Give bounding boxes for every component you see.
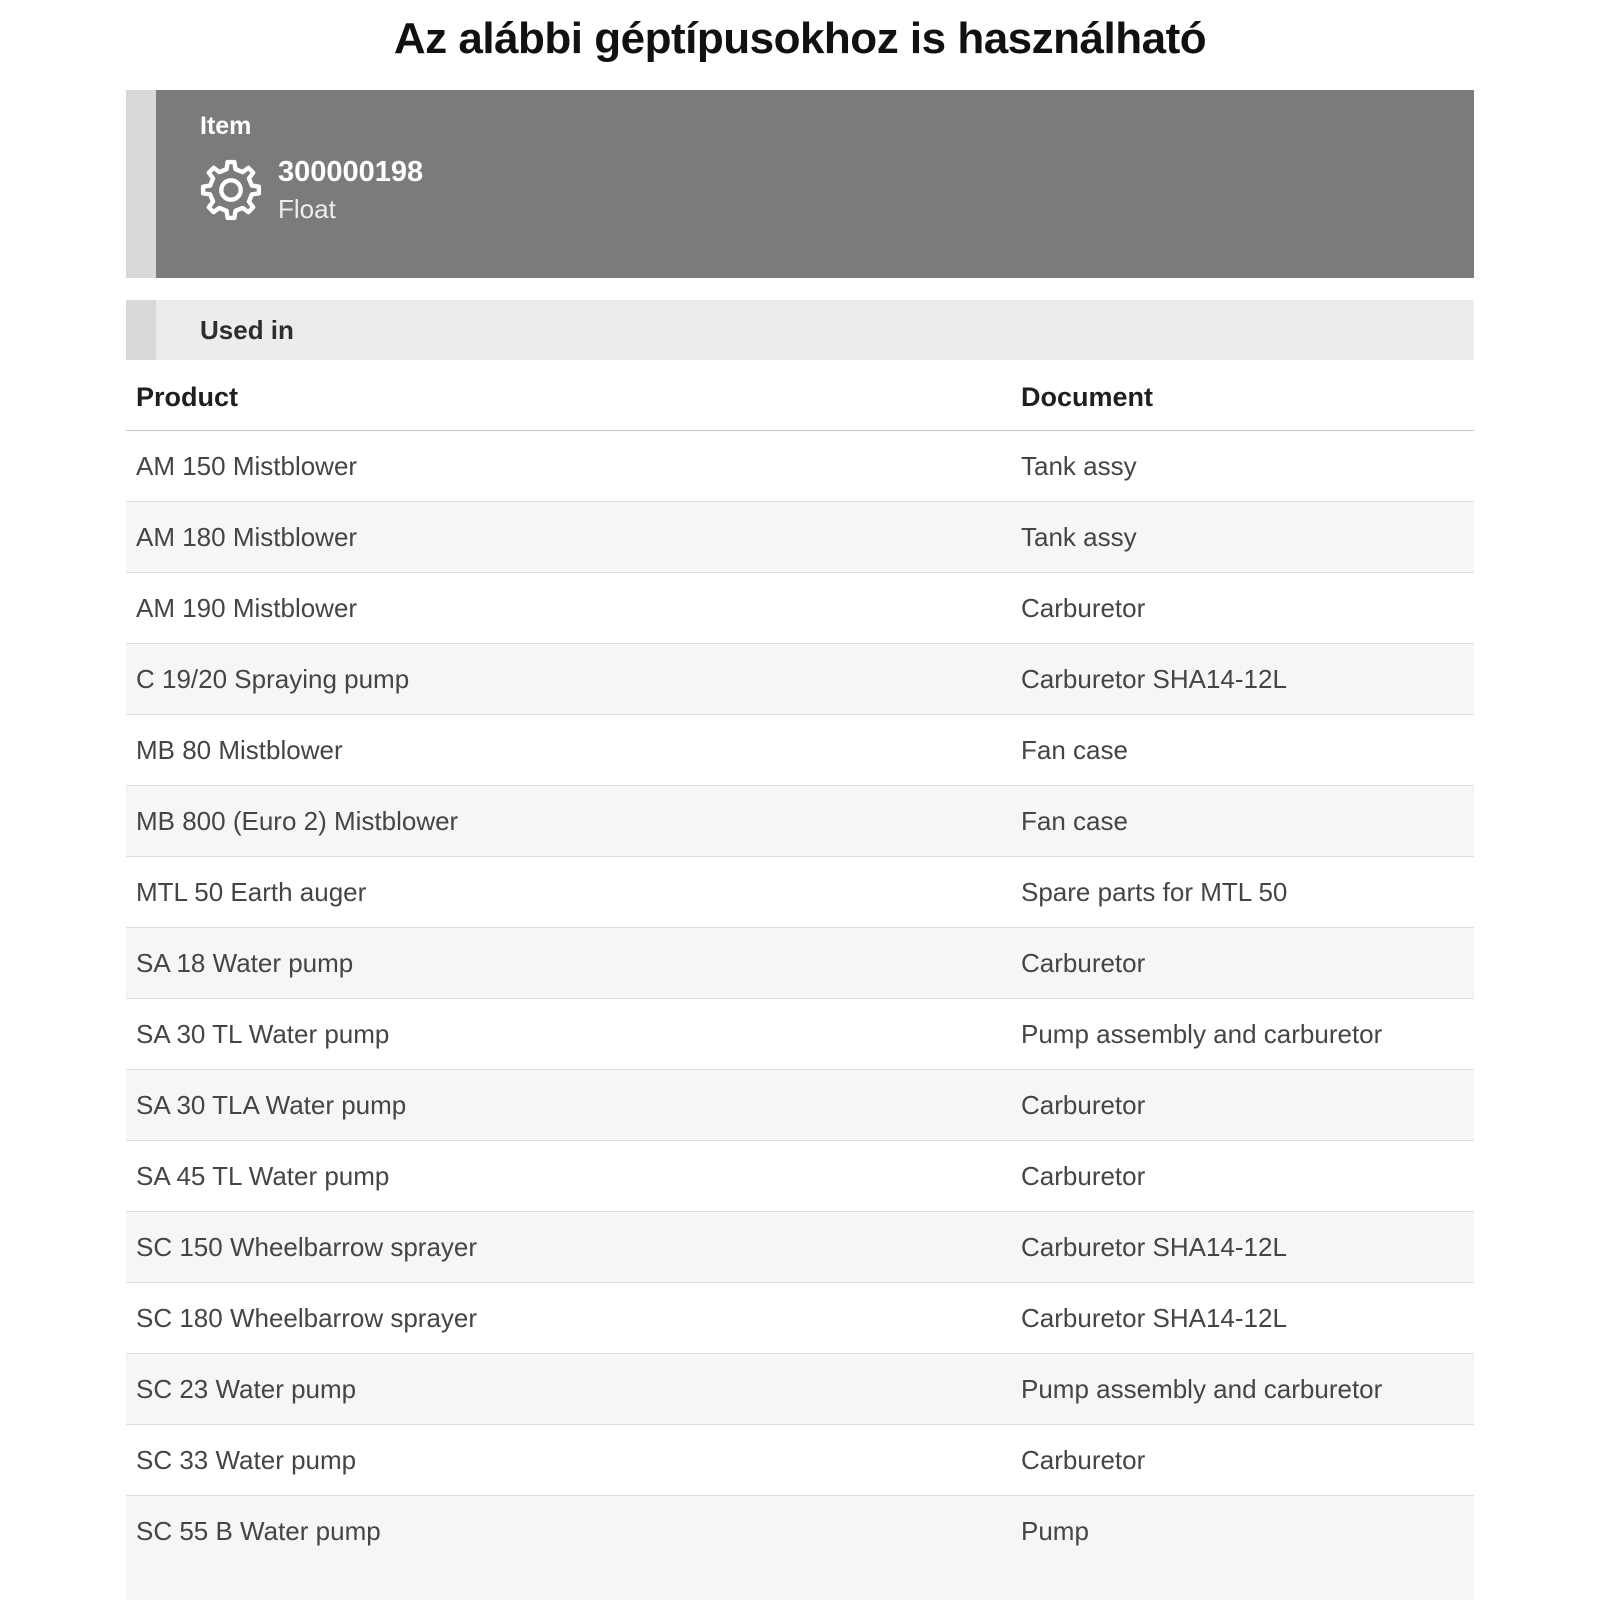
table-row: SC 180 Wheelbarrow sprayer Carburetor SHA…: [126, 1282, 1474, 1354]
table-row: MTL 50 Earth auger Spare parts for MTL 50: [126, 856, 1474, 928]
product-cell: MB 800 (Euro 2) Mistblower: [126, 785, 1011, 857]
product-cell: SA 30 TLA Water pump: [126, 1069, 1011, 1141]
product-cell: MB 80 Mistblower: [126, 714, 1011, 786]
table-row: SC 150 Wheelbarrow sprayer Carburetor SHA…: [126, 1211, 1474, 1283]
table-row: SA 18 Water pump Carburetor: [126, 927, 1474, 999]
column-header-document: Document: [1011, 366, 1474, 431]
item-card: Item 300000198 Float: [126, 90, 1474, 278]
product-cell: SA 45 TL Water pump: [126, 1140, 1011, 1212]
product-cell: C 19/20 Spraying pump: [126, 643, 1011, 715]
product-cell: SC 33 Water pump: [126, 1424, 1011, 1496]
document-cell: Carburetor: [1011, 1424, 1474, 1496]
used-in-table: Product Document AM 150 Mistblower Tank a…: [126, 366, 1474, 1600]
document-cell: Tank assy: [1011, 430, 1474, 502]
used-in-bar: Used in: [156, 300, 1474, 360]
document-cell: Fan case: [1011, 785, 1474, 857]
product-cell: SC 23 Water pump: [126, 1353, 1011, 1425]
product-cell: MTL 50 Earth auger: [126, 856, 1011, 928]
document-cell: Pump assembly and carburetor: [1011, 1353, 1474, 1425]
product-cell: AM 150 Mistblower: [126, 430, 1011, 502]
table-row: SC 33 Water pump Carburetor: [126, 1424, 1474, 1496]
used-in-header: Used in: [126, 300, 1474, 360]
document-cell: Pump assembly and carburetor: [1011, 998, 1474, 1070]
column-header-product: Product: [126, 366, 1011, 431]
product-cell: SA 18 Water pump: [126, 927, 1011, 999]
product-cell: SA 30 TL Water pump: [126, 998, 1011, 1070]
table-row: AM 190 Mistblower Carburetor: [126, 572, 1474, 644]
table-row: C 19/20 Spraying pump Carburetor SHA14-12…: [126, 643, 1474, 715]
document-cell: Fan case: [1011, 714, 1474, 786]
item-card-accent-strip: [126, 90, 156, 278]
product-cell: AM 180 Mistblower: [126, 501, 1011, 573]
used-in-accent-strip: [126, 300, 156, 360]
table-row: SA 30 TLA Water pump Carburetor: [126, 1069, 1474, 1141]
table-row: SC 23 Water pump Pump assembly and carbur…: [126, 1353, 1474, 1425]
document-cell: Carburetor SHA14-12L: [1011, 1282, 1474, 1354]
table-header-row: Product Document: [126, 366, 1474, 431]
table-row: MB 800 (Euro 2) Mistblower Fan case: [126, 785, 1474, 857]
table-row: SA 30 TL Water pump Pump assembly and car…: [126, 998, 1474, 1070]
product-cell: AM 190 Mistblower: [126, 572, 1011, 644]
table-row: MB 80 Mistblower Fan case: [126, 714, 1474, 786]
product-cell: SC 55 B Water pump: [126, 1495, 1011, 1600]
content-column: Az alábbi géptípusokhoz is használható I…: [126, 14, 1474, 1600]
used-in-table-body: AM 150 Mistblower Tank assy AM 180 Mistblo…: [126, 430, 1474, 1600]
item-texts: 300000198 Float: [278, 155, 423, 225]
product-cell: SC 150 Wheelbarrow sprayer: [126, 1211, 1011, 1283]
document-cell: Carburetor: [1011, 572, 1474, 644]
document-cell: Carburetor SHA14-12L: [1011, 643, 1474, 715]
item-id: 300000198: [278, 156, 424, 188]
item-card-label: Item: [200, 112, 252, 140]
table-row: SC 55 B Water pump Pump: [126, 1495, 1474, 1600]
gear-icon: [200, 159, 262, 221]
page-title: Az alábbi géptípusokhoz is használható: [393, 14, 1207, 63]
document-cell: Spare parts for MTL 50: [1011, 856, 1474, 928]
document-cell: Carburetor: [1011, 1140, 1474, 1212]
document-cell: Carburetor SHA14-12L: [1011, 1211, 1474, 1283]
table-head: Product Document: [126, 366, 1474, 431]
document-cell: Carburetor: [1011, 927, 1474, 999]
table-row: AM 150 Mistblower Tank assy: [126, 430, 1474, 502]
table-row: SA 45 TL Water pump Carburetor: [126, 1140, 1474, 1212]
used-in-label: Used in: [200, 314, 294, 345]
item-card-body: Item 300000198 Float: [156, 90, 1474, 278]
document-cell: Carburetor: [1011, 1069, 1474, 1141]
table-row: AM 180 Mistblower Tank assy: [126, 501, 1474, 573]
product-cell: SC 180 Wheelbarrow sprayer: [126, 1282, 1011, 1354]
item-row: 300000198 Float: [200, 155, 1474, 225]
document-cell: Pump: [1011, 1495, 1474, 1600]
document-cell: Tank assy: [1011, 501, 1474, 573]
item-name: Float: [278, 193, 336, 224]
